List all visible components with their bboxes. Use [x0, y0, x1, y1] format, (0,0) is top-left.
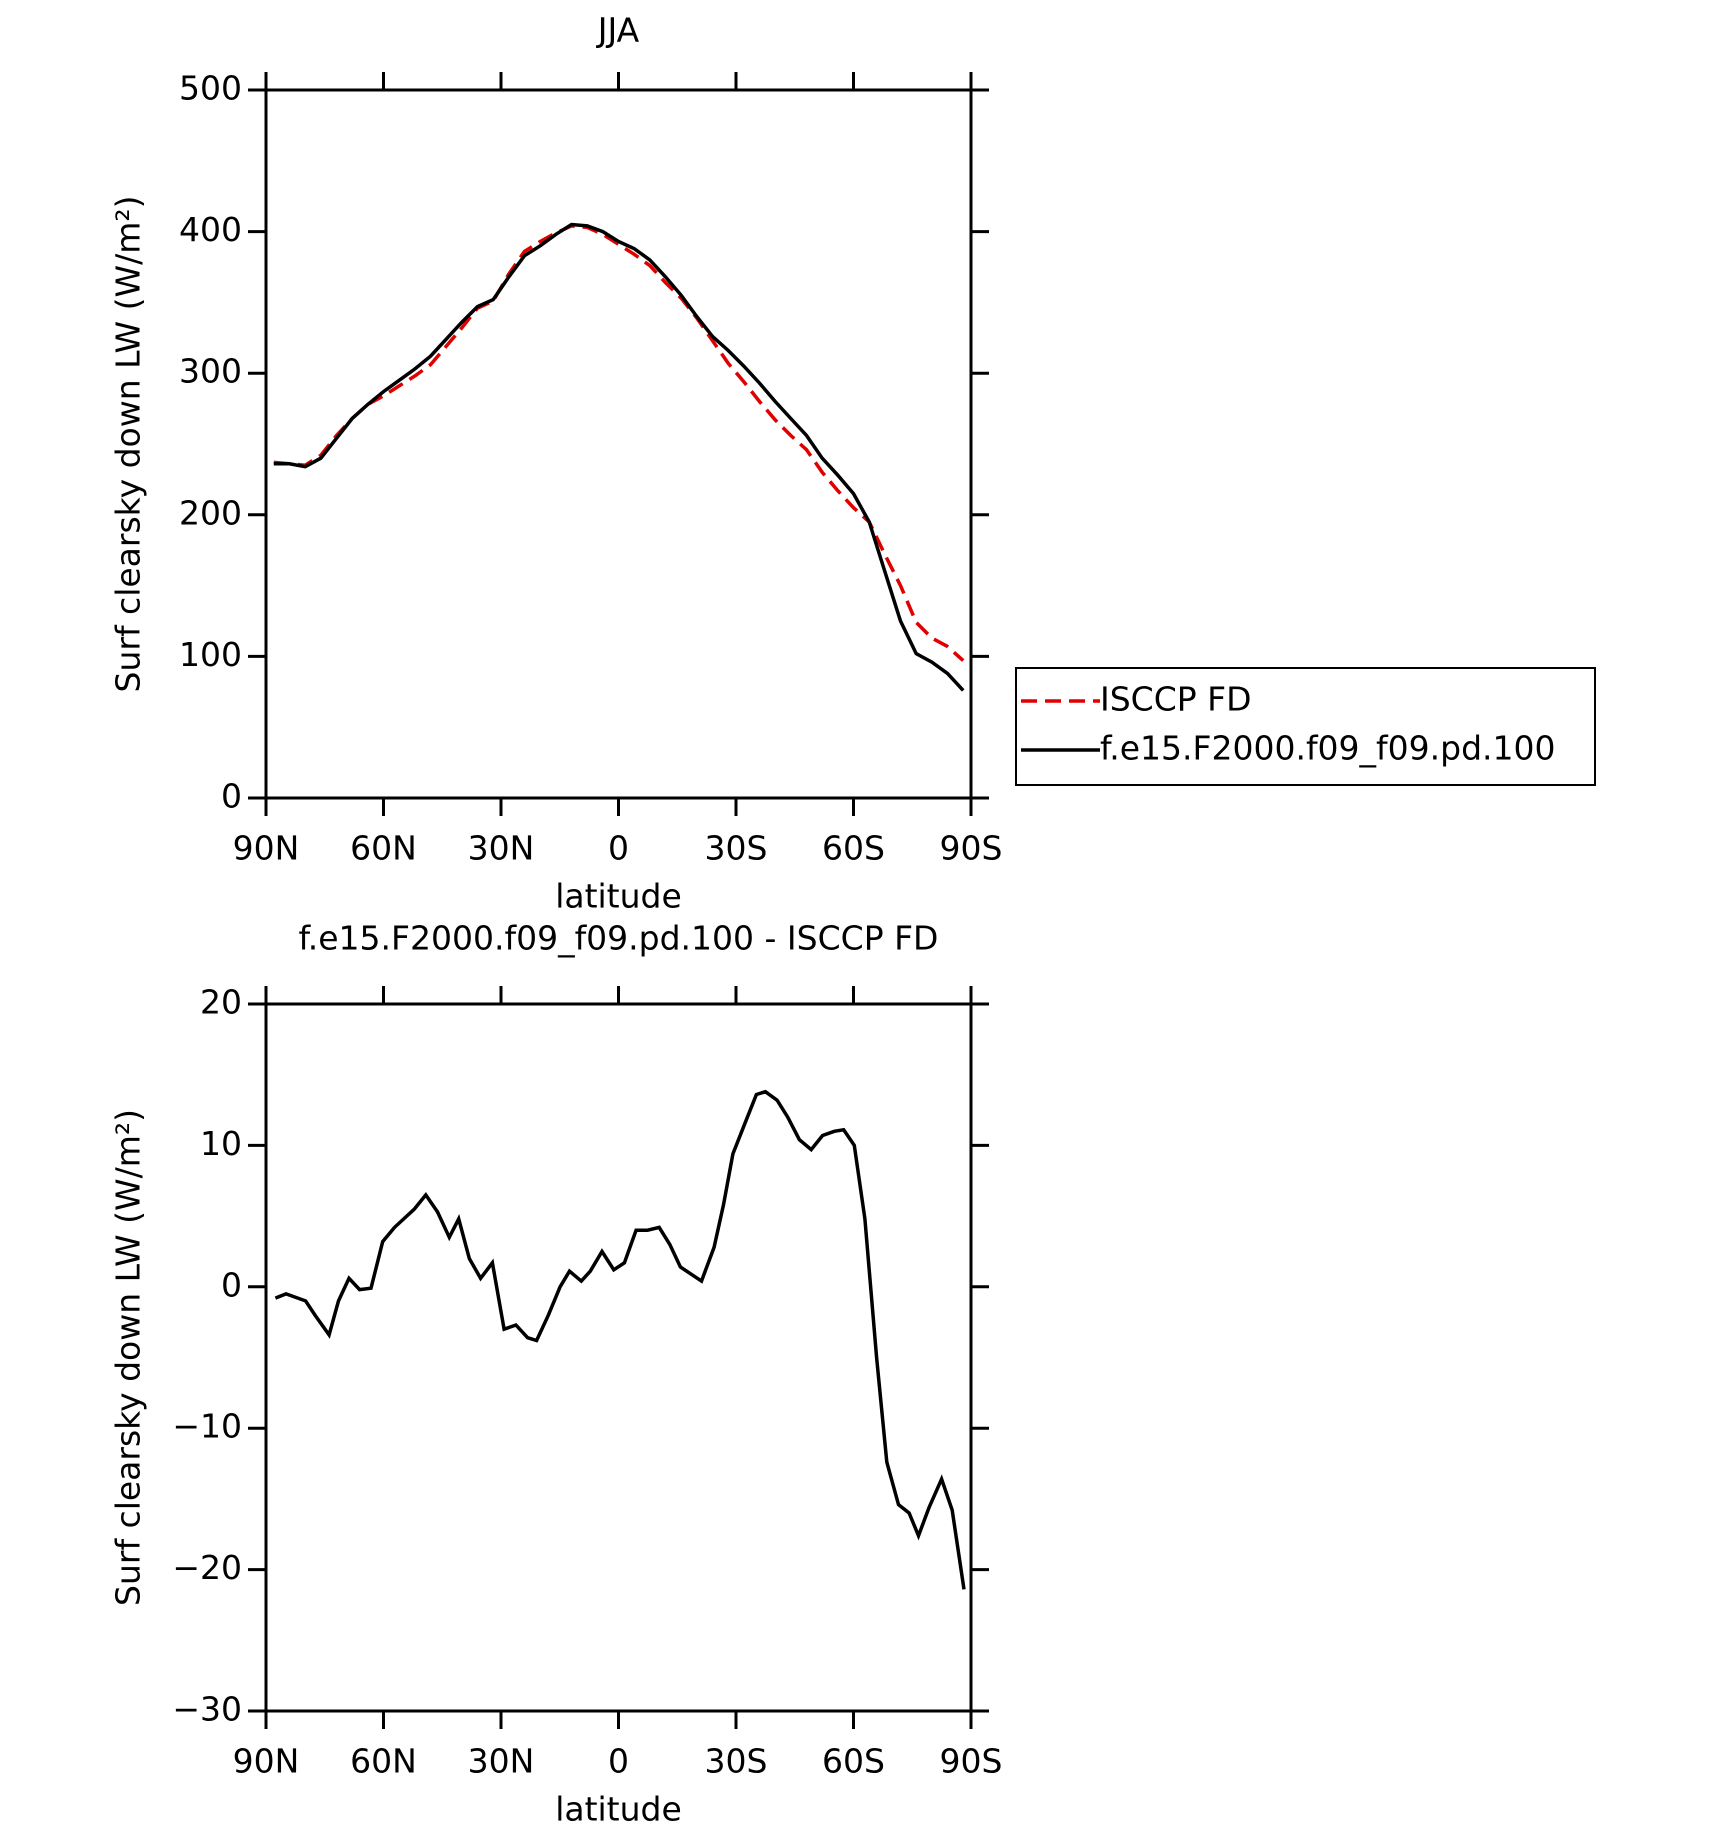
x-tick-label: 90S — [940, 829, 1003, 868]
y-tick-label: −10 — [172, 1407, 242, 1446]
x-axis-label: latitude — [555, 1790, 682, 1829]
y-axis-label: Surf clearsky down LW (W/m²) — [109, 1109, 148, 1606]
x-tick-label: 30N — [468, 1742, 535, 1781]
y-tick-label: 0 — [221, 1265, 242, 1304]
x-tick-label: 60N — [350, 829, 417, 868]
x-tick-label: 60S — [822, 829, 885, 868]
y-axis-label: Surf clearsky down LW (W/m²) — [109, 196, 148, 693]
y-tick-label: 20 — [200, 983, 242, 1022]
x-tick-label: 90S — [940, 1742, 1003, 1781]
x-tick-label: 30N — [468, 829, 535, 868]
y-tick-label: −20 — [172, 1548, 242, 1587]
x-tick-label: 30S — [705, 1742, 768, 1781]
legend-box — [1015, 667, 1596, 786]
y-tick-label: 100 — [179, 635, 242, 674]
y-tick-label: 200 — [179, 493, 242, 532]
x-tick-label: 0 — [608, 1742, 629, 1781]
data-line — [273, 224, 965, 662]
x-tick-label: 90N — [233, 1742, 300, 1781]
plot-frame — [264, 1002, 973, 1713]
y-tick-label: 300 — [179, 352, 242, 391]
y-tick-label: −30 — [172, 1690, 242, 1729]
x-tick-label: 30S — [705, 829, 768, 868]
plot-frame — [264, 88, 973, 800]
chart-title: f.e15.F2000.f09_f09.pd.100 - ISCCP FD — [299, 919, 939, 958]
x-tick-label: 0 — [608, 829, 629, 868]
x-axis-label: latitude — [555, 877, 682, 916]
data-line — [274, 1089, 966, 1590]
data-line — [273, 222, 965, 692]
y-tick-label: 0 — [221, 777, 242, 816]
legend-label: ISCCP FD — [1100, 680, 1252, 719]
y-tick-label: 10 — [200, 1124, 242, 1163]
x-tick-label: 60S — [822, 1742, 885, 1781]
y-tick-label: 500 — [179, 69, 242, 108]
y-tick-label: 400 — [179, 210, 242, 249]
x-tick-label: 60N — [350, 1742, 417, 1781]
x-tick-label: 90N — [233, 829, 300, 868]
legend-label: f.e15.F2000.f09_f09.pd.100 — [1100, 729, 1556, 768]
chart-title: JJA — [596, 11, 640, 50]
